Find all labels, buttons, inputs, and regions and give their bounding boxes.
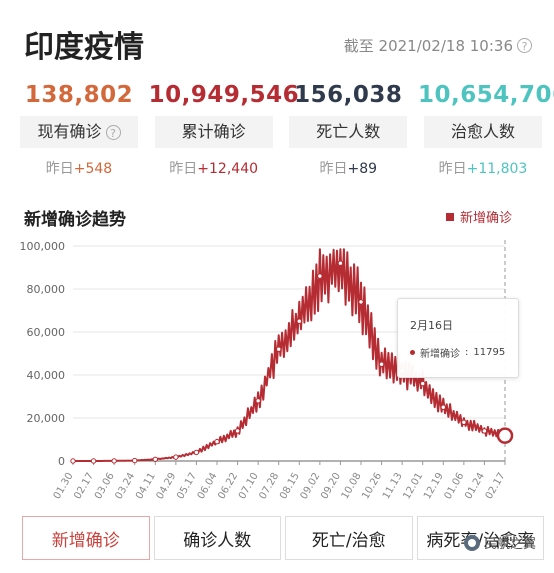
update-time-text: 截至 2021/02/18 10:36 bbox=[343, 37, 513, 55]
y-tick-label: 100,000 bbox=[20, 240, 66, 253]
yesterday-change: +89 bbox=[347, 161, 378, 177]
data-point bbox=[132, 457, 138, 464]
chart-tooltip: 2月16日 新增确诊:11795 bbox=[397, 298, 519, 378]
data-point bbox=[276, 346, 282, 352]
chart-legend[interactable]: 新增确诊 bbox=[445, 207, 512, 226]
yesterday-prefix: 昨日 bbox=[45, 161, 74, 177]
watermark-logo-icon bbox=[463, 534, 480, 551]
tab-confirmed-total[interactable]: 确诊人数 bbox=[153, 516, 281, 560]
tab-death-recovery[interactable]: 死亡/治愈 bbox=[285, 516, 413, 560]
tooltip-row: 新增确诊:11795 bbox=[410, 345, 505, 360]
stat-active: 138,802 现有确诊 ? 昨日+548 bbox=[14, 82, 144, 178]
tooltip-separator: : bbox=[465, 347, 469, 358]
chart-tabs: 新增确诊 确诊人数 死亡/治愈 病死率/治愈率 bbox=[22, 516, 544, 560]
stat-yesterday: 昨日+89 bbox=[283, 158, 413, 178]
data-point bbox=[296, 318, 302, 324]
stat-yesterday: 昨日+12,440 bbox=[149, 158, 279, 178]
data-point bbox=[234, 428, 241, 434]
help-icon[interactable]: ? bbox=[105, 124, 121, 140]
y-tick-label: 0 bbox=[58, 455, 65, 468]
data-point bbox=[461, 419, 467, 426]
stat-label-text: 治愈人数 bbox=[450, 122, 515, 141]
help-icon[interactable]: ? bbox=[517, 38, 532, 53]
stat-value: 10,949,546 bbox=[148, 82, 300, 108]
stat-label-text: 现有确诊 bbox=[37, 122, 102, 141]
stat-label: 治愈人数 bbox=[423, 116, 542, 148]
data-point bbox=[317, 273, 323, 279]
watermark: 民航之翼 bbox=[463, 533, 536, 552]
yesterday-change: +12,440 bbox=[197, 161, 259, 177]
data-point bbox=[173, 454, 179, 460]
yesterday-prefix: 昨日 bbox=[319, 161, 348, 177]
y-tick-label: 40,000 bbox=[27, 369, 66, 382]
series-line bbox=[73, 248, 506, 462]
data-point bbox=[111, 458, 117, 464]
data-point bbox=[214, 438, 220, 445]
yesterday-change: +11,803 bbox=[466, 161, 528, 177]
data-point bbox=[255, 398, 261, 404]
stat-recovered: 10,654,706 治愈人数 昨日+11,803 bbox=[417, 82, 554, 178]
legend-label: 新增确诊 bbox=[459, 211, 512, 226]
tab-death-rate[interactable]: 病死率/治愈率 bbox=[416, 516, 544, 560]
stat-label-text: 死亡人数 bbox=[316, 122, 381, 141]
tooltip-value: 11795 bbox=[473, 347, 506, 358]
y-tick-label: 20,000 bbox=[27, 412, 66, 425]
yesterday-prefix: 昨日 bbox=[169, 161, 198, 177]
data-point bbox=[90, 458, 97, 464]
stat-label: 死亡人数 bbox=[289, 116, 408, 148]
trend-chart[interactable]: 020,00040,00060,00080,000100,00001.3002.… bbox=[0, 230, 554, 515]
data-point bbox=[481, 428, 488, 434]
stat-label-text: 累计确诊 bbox=[181, 122, 246, 141]
stat-value: 156,038 bbox=[294, 82, 403, 108]
update-time: 截至 2021/02/18 10:36 ? bbox=[344, 35, 532, 56]
tooltip-dot bbox=[410, 350, 415, 355]
stat-deaths: 156,038 死亡人数 昨日+89 bbox=[283, 82, 413, 178]
stats-row: 138,802 现有确诊 ? 昨日+548 10,949,546 累计确诊 昨日… bbox=[14, 82, 554, 178]
tooltip-label: 新增确诊 bbox=[420, 349, 460, 360]
data-point bbox=[440, 404, 446, 410]
stat-value: 138,802 bbox=[24, 82, 134, 108]
data-point bbox=[420, 380, 426, 387]
yesterday-change: +548 bbox=[73, 161, 113, 177]
data-point bbox=[70, 458, 76, 464]
tooltip-date: 2月16日 bbox=[410, 319, 453, 332]
stat-yesterday: 昨日+548 bbox=[14, 158, 144, 178]
data-point bbox=[337, 260, 344, 266]
highlight-point bbox=[496, 427, 514, 444]
data-point bbox=[193, 449, 200, 456]
chart-title: 新增确诊趋势 bbox=[24, 210, 126, 230]
y-tick-label: 80,000 bbox=[27, 283, 66, 296]
page-title: 印度疫情 bbox=[24, 30, 144, 65]
tab-new-confirmed[interactable]: 新增确诊 bbox=[22, 516, 150, 560]
stat-label: 累计确诊 bbox=[154, 116, 273, 148]
y-tick-label: 60,000 bbox=[27, 326, 66, 339]
data-point bbox=[358, 299, 364, 305]
data-point bbox=[152, 456, 158, 462]
stat-yesterday: 昨日+11,803 bbox=[418, 158, 548, 178]
stat-value: 10,654,706 bbox=[417, 82, 554, 108]
data-point bbox=[378, 361, 385, 367]
legend-swatch bbox=[445, 212, 454, 221]
yesterday-prefix: 昨日 bbox=[438, 161, 467, 177]
stat-total: 10,949,546 累计确诊 昨日+12,440 bbox=[148, 82, 300, 178]
x-tick-label: 02.17 bbox=[484, 471, 508, 501]
stat-label: 现有确诊 ? bbox=[20, 116, 138, 148]
watermark-text: 民航之翼 bbox=[483, 537, 536, 552]
